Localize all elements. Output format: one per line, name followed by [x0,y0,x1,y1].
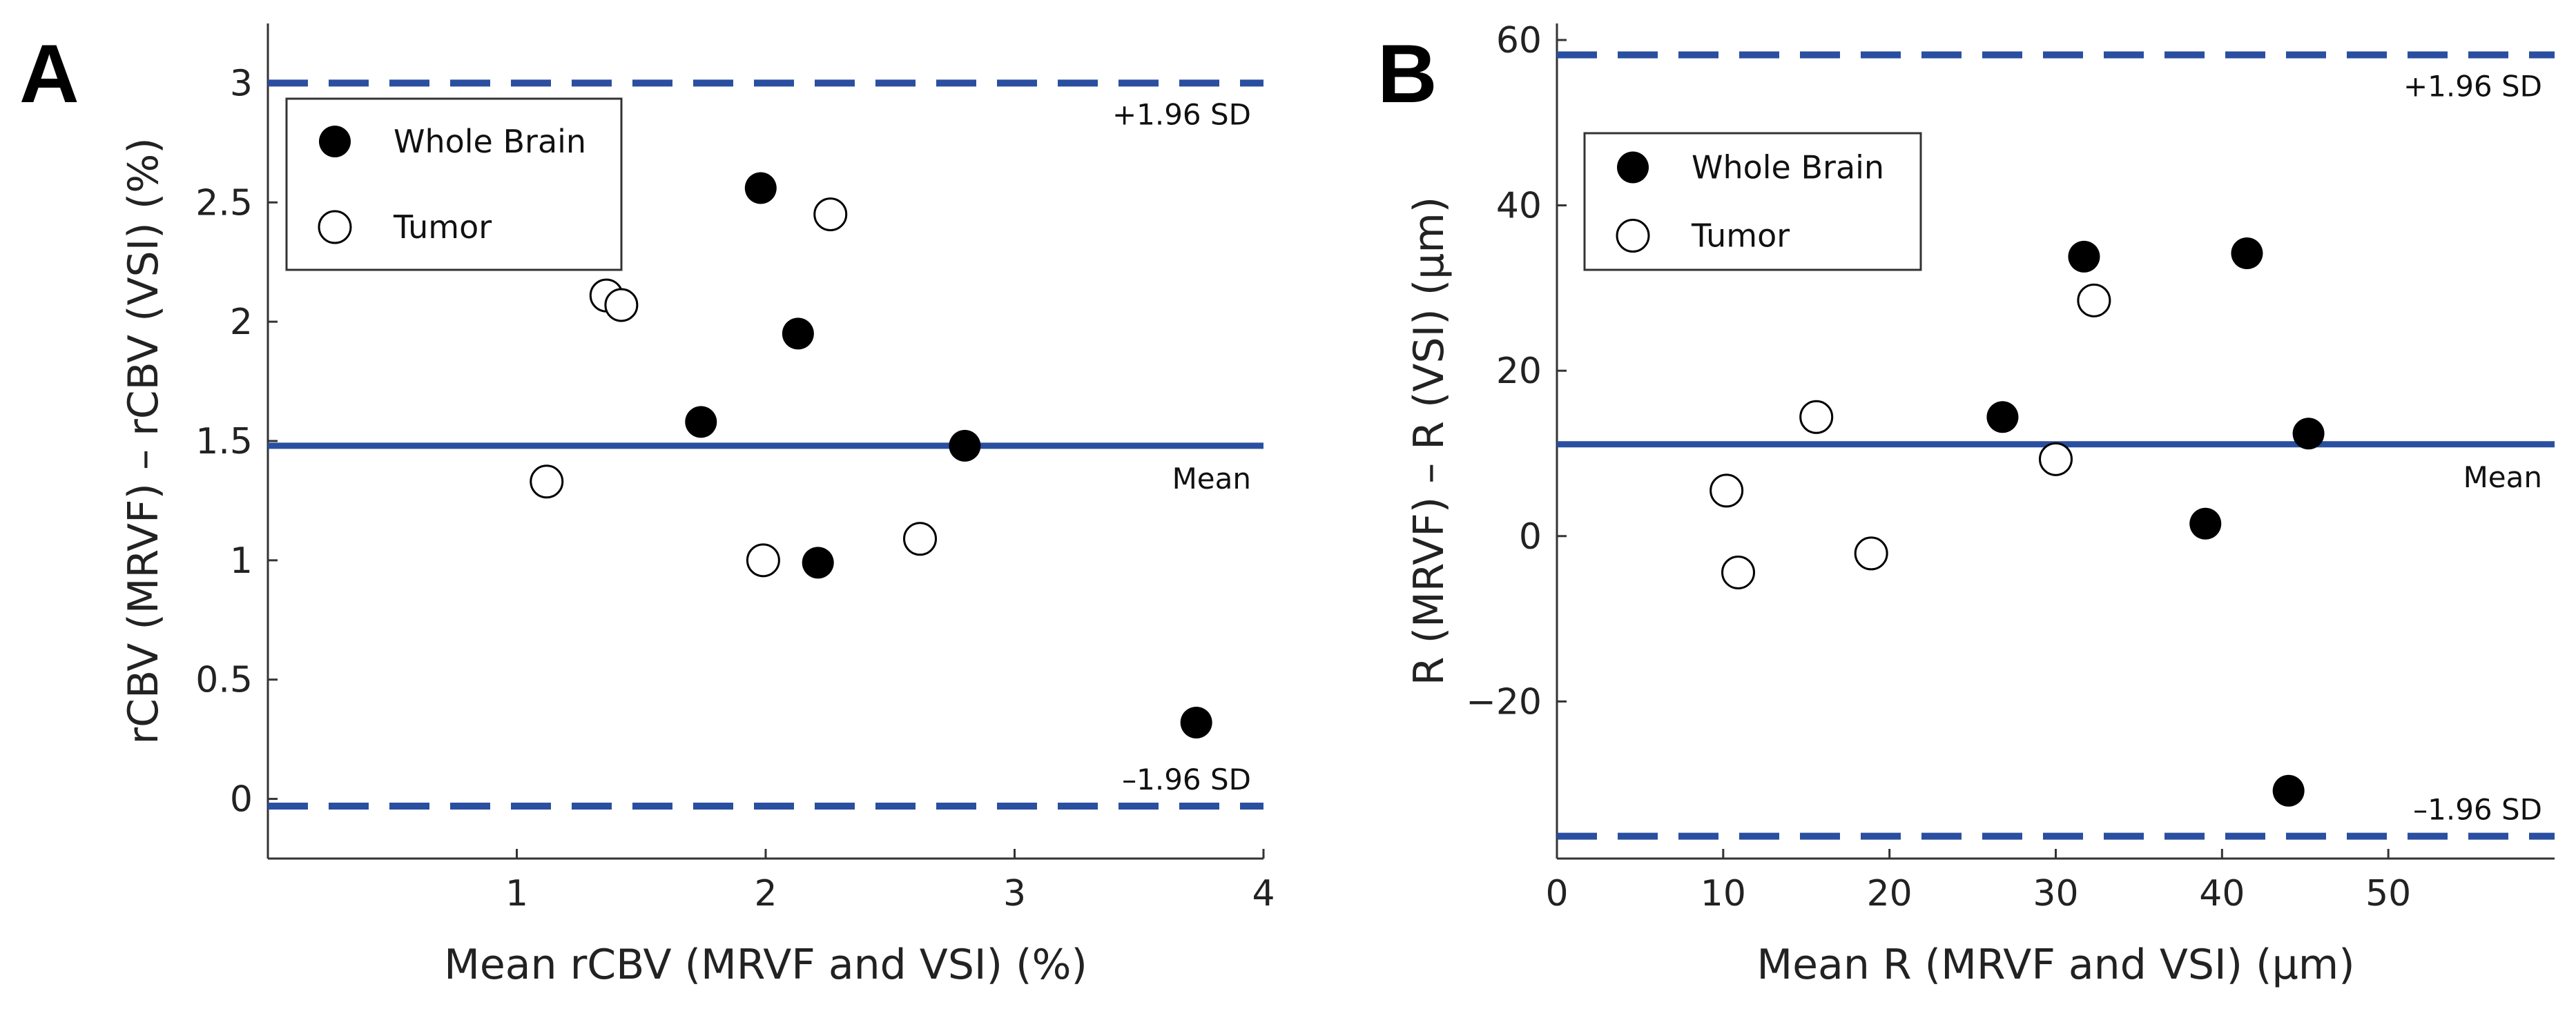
upper-limit-label: +1.96 SD [1112,97,1251,131]
panel-a: A 1 2 3 4 0 0.5 1 1.5 2 2.5 3 Mean rCBV (MRVF and VS… [19,23,1275,989]
whole-brain-point [2231,237,2263,270]
tumor-point [1710,473,1744,508]
lower-limit-label: –1.96 SD [2413,793,2542,827]
tumor-point [746,543,780,578]
whole-brain-point [2272,774,2305,807]
whole-brain-point [1986,401,2019,433]
legend-marker-tumor [1616,219,1650,253]
legend-label-tumor: Tumor [1691,217,1790,255]
whole-brain-point [1180,706,1212,738]
y-tick-label: 3 [230,63,253,104]
whole-brain-point [2068,240,2100,273]
x-axis-label: Mean R (MRVF and VSI) (µm) [1756,941,2354,989]
tumor-point [2039,442,2073,476]
legend: Whole Brain Tumor [285,97,623,271]
legend: Whole Brain Tumor [1583,132,1922,271]
mean-line-label: Mean [1172,462,1251,496]
y-tick-label: 0 [230,779,253,821]
x-tick-label: 30 [2033,873,2078,914]
x-tick-label: 20 [1867,873,1912,914]
whole-brain-point [685,406,717,438]
whole-brain-point [2292,418,2325,450]
y-axis-label: rCBV (MRVF) – rCBV (VSI) (%) [119,137,168,744]
x-tick-label: 4 [1252,873,1275,914]
panel-b: B 0 10 20 30 40 50 −20 0 20 40 60 Mean R (MRVF and V… [1377,20,2555,989]
y-tick-label: 1.5 [195,421,253,462]
y-tick-label: 1 [230,540,253,582]
panel-letter: B [1377,28,1437,120]
y-tick-label: 40 [1496,186,1542,227]
x-tick-label: 0 [1545,873,1568,914]
mean-line-label: Mean [2463,460,2542,494]
tumor-point [1854,536,1888,571]
whole-brain-point [949,429,981,462]
whole-brain-point [744,172,777,204]
y-tick-label: 2 [230,302,253,343]
tumor-point [1721,555,1756,589]
y-tick-label: 60 [1496,20,1542,61]
tumor-point [530,464,564,499]
legend-marker-tumor [318,210,352,244]
upper-limit-label: +1.96 SD [2403,70,2542,104]
legend-marker-whole-brain [1617,151,1649,184]
y-axis-label: R (MRVF) – R (VSI) (µm) [1405,197,1453,685]
x-tick-label: 10 [1701,873,1746,914]
tumor-point [903,522,938,556]
x-tick-label: 50 [2365,873,2411,914]
tumor-point [2077,283,2111,317]
x-tick-label: 3 [1003,873,1026,914]
panel-letter: A [19,28,79,120]
tumor-point [604,288,639,322]
x-axis-label: Mean rCBV (MRVF and VSI) (%) [444,941,1087,989]
y-tick-label: 2.5 [195,182,253,224]
y-tick-label: 0.5 [195,660,253,701]
whole-brain-point [2189,507,2222,540]
legend-marker-whole-brain [319,126,351,157]
y-tick-label: 20 [1496,351,1542,392]
y-tick-label: −20 [1466,681,1542,723]
whole-brain-point [802,547,834,579]
tumor-point [1799,400,1834,434]
x-tick-label: 1 [505,873,528,914]
y-tick-label: 0 [1519,516,1542,558]
lower-limit-label: –1.96 SD [1122,763,1251,796]
tumor-point [813,197,848,232]
legend-label-tumor: Tumor [393,208,492,246]
legend-label-whole-brain: Whole Brain [394,123,586,160]
legend-label-whole-brain: Whole Brain [1692,149,1884,186]
x-tick-label: 40 [2199,873,2245,914]
x-tick-label: 2 [754,873,777,914]
whole-brain-point [782,317,814,350]
